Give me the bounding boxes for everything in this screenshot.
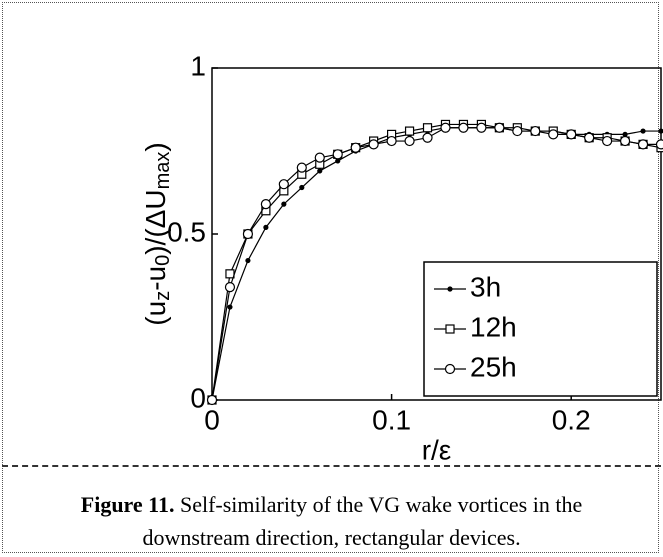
marker-square (445, 324, 455, 334)
marker-dot (281, 201, 287, 207)
marker-circle (458, 122, 469, 133)
marker-dot (335, 158, 341, 164)
marker-dot (640, 128, 646, 134)
marker-circle (440, 122, 451, 133)
y-tick-label: 1 (190, 50, 206, 81)
caption: Figure 11. Self-similarity of the VG wak… (60, 488, 603, 554)
marker-dot (622, 131, 628, 137)
marker-circle (368, 139, 379, 150)
marker-square (422, 123, 433, 133)
y-axis-label-part: ) (140, 142, 171, 151)
marker-circle (206, 394, 218, 406)
y-axis-label: (uz-u0)/(ΔUmax) (140, 142, 174, 325)
marker-circle (314, 152, 325, 163)
caption-label: Figure 11. (80, 492, 175, 517)
marker-square (404, 126, 415, 136)
marker-circle (260, 199, 271, 210)
marker-circle (566, 129, 577, 140)
marker-circle (224, 282, 236, 293)
y-axis-label-part: max (152, 152, 174, 190)
marker-dot (227, 304, 233, 310)
marker-circle (422, 132, 433, 143)
y-tick-label: 0.5 (167, 216, 206, 247)
x-tick-label: 0.2 (552, 404, 591, 435)
marker-circle (386, 135, 397, 147)
y-axis-label-part: 0 (152, 255, 174, 266)
marker-circle (296, 162, 307, 173)
caption-text: Self-similarity of the VG wake vortices … (142, 492, 583, 550)
marker-circle (494, 122, 505, 133)
x-tick-label: 0 (204, 404, 220, 435)
marker-circle (332, 149, 343, 160)
marker-circle (530, 125, 541, 137)
y-axis-label-part: -u (140, 266, 171, 291)
marker-dot (317, 168, 323, 174)
marker-dot (263, 224, 269, 230)
y-tick-label: 0 (190, 382, 206, 413)
marker-circle (444, 363, 456, 375)
marker-dot (245, 257, 251, 264)
y-axis-label-part: )/(ΔU (140, 189, 171, 254)
marker-circle (602, 135, 613, 147)
marker-circle (404, 135, 415, 147)
marker-circle (278, 179, 289, 190)
y-axis-label-part: (u (140, 301, 171, 326)
marker-square (225, 269, 235, 279)
marker-dot (658, 128, 663, 134)
marker-circle (350, 142, 361, 153)
marker-circle (619, 135, 631, 147)
y-axis-label-part: z (152, 291, 174, 301)
legend-label: 25h (470, 351, 517, 382)
legend-label: 12h (470, 311, 517, 342)
separator (2, 465, 661, 467)
marker-circle (584, 132, 595, 143)
x-tick-label: 0.1 (372, 404, 411, 435)
marker-dot (299, 184, 305, 191)
marker-circle (242, 228, 254, 240)
legend-label: 3h (470, 271, 501, 302)
marker-circle (655, 139, 663, 150)
marker-dot (447, 286, 453, 292)
marker-circle (512, 125, 523, 137)
x-axis-label: r/ε (422, 434, 452, 465)
marker-circle (637, 139, 649, 150)
marker-circle (476, 122, 487, 133)
marker-circle (548, 129, 559, 140)
